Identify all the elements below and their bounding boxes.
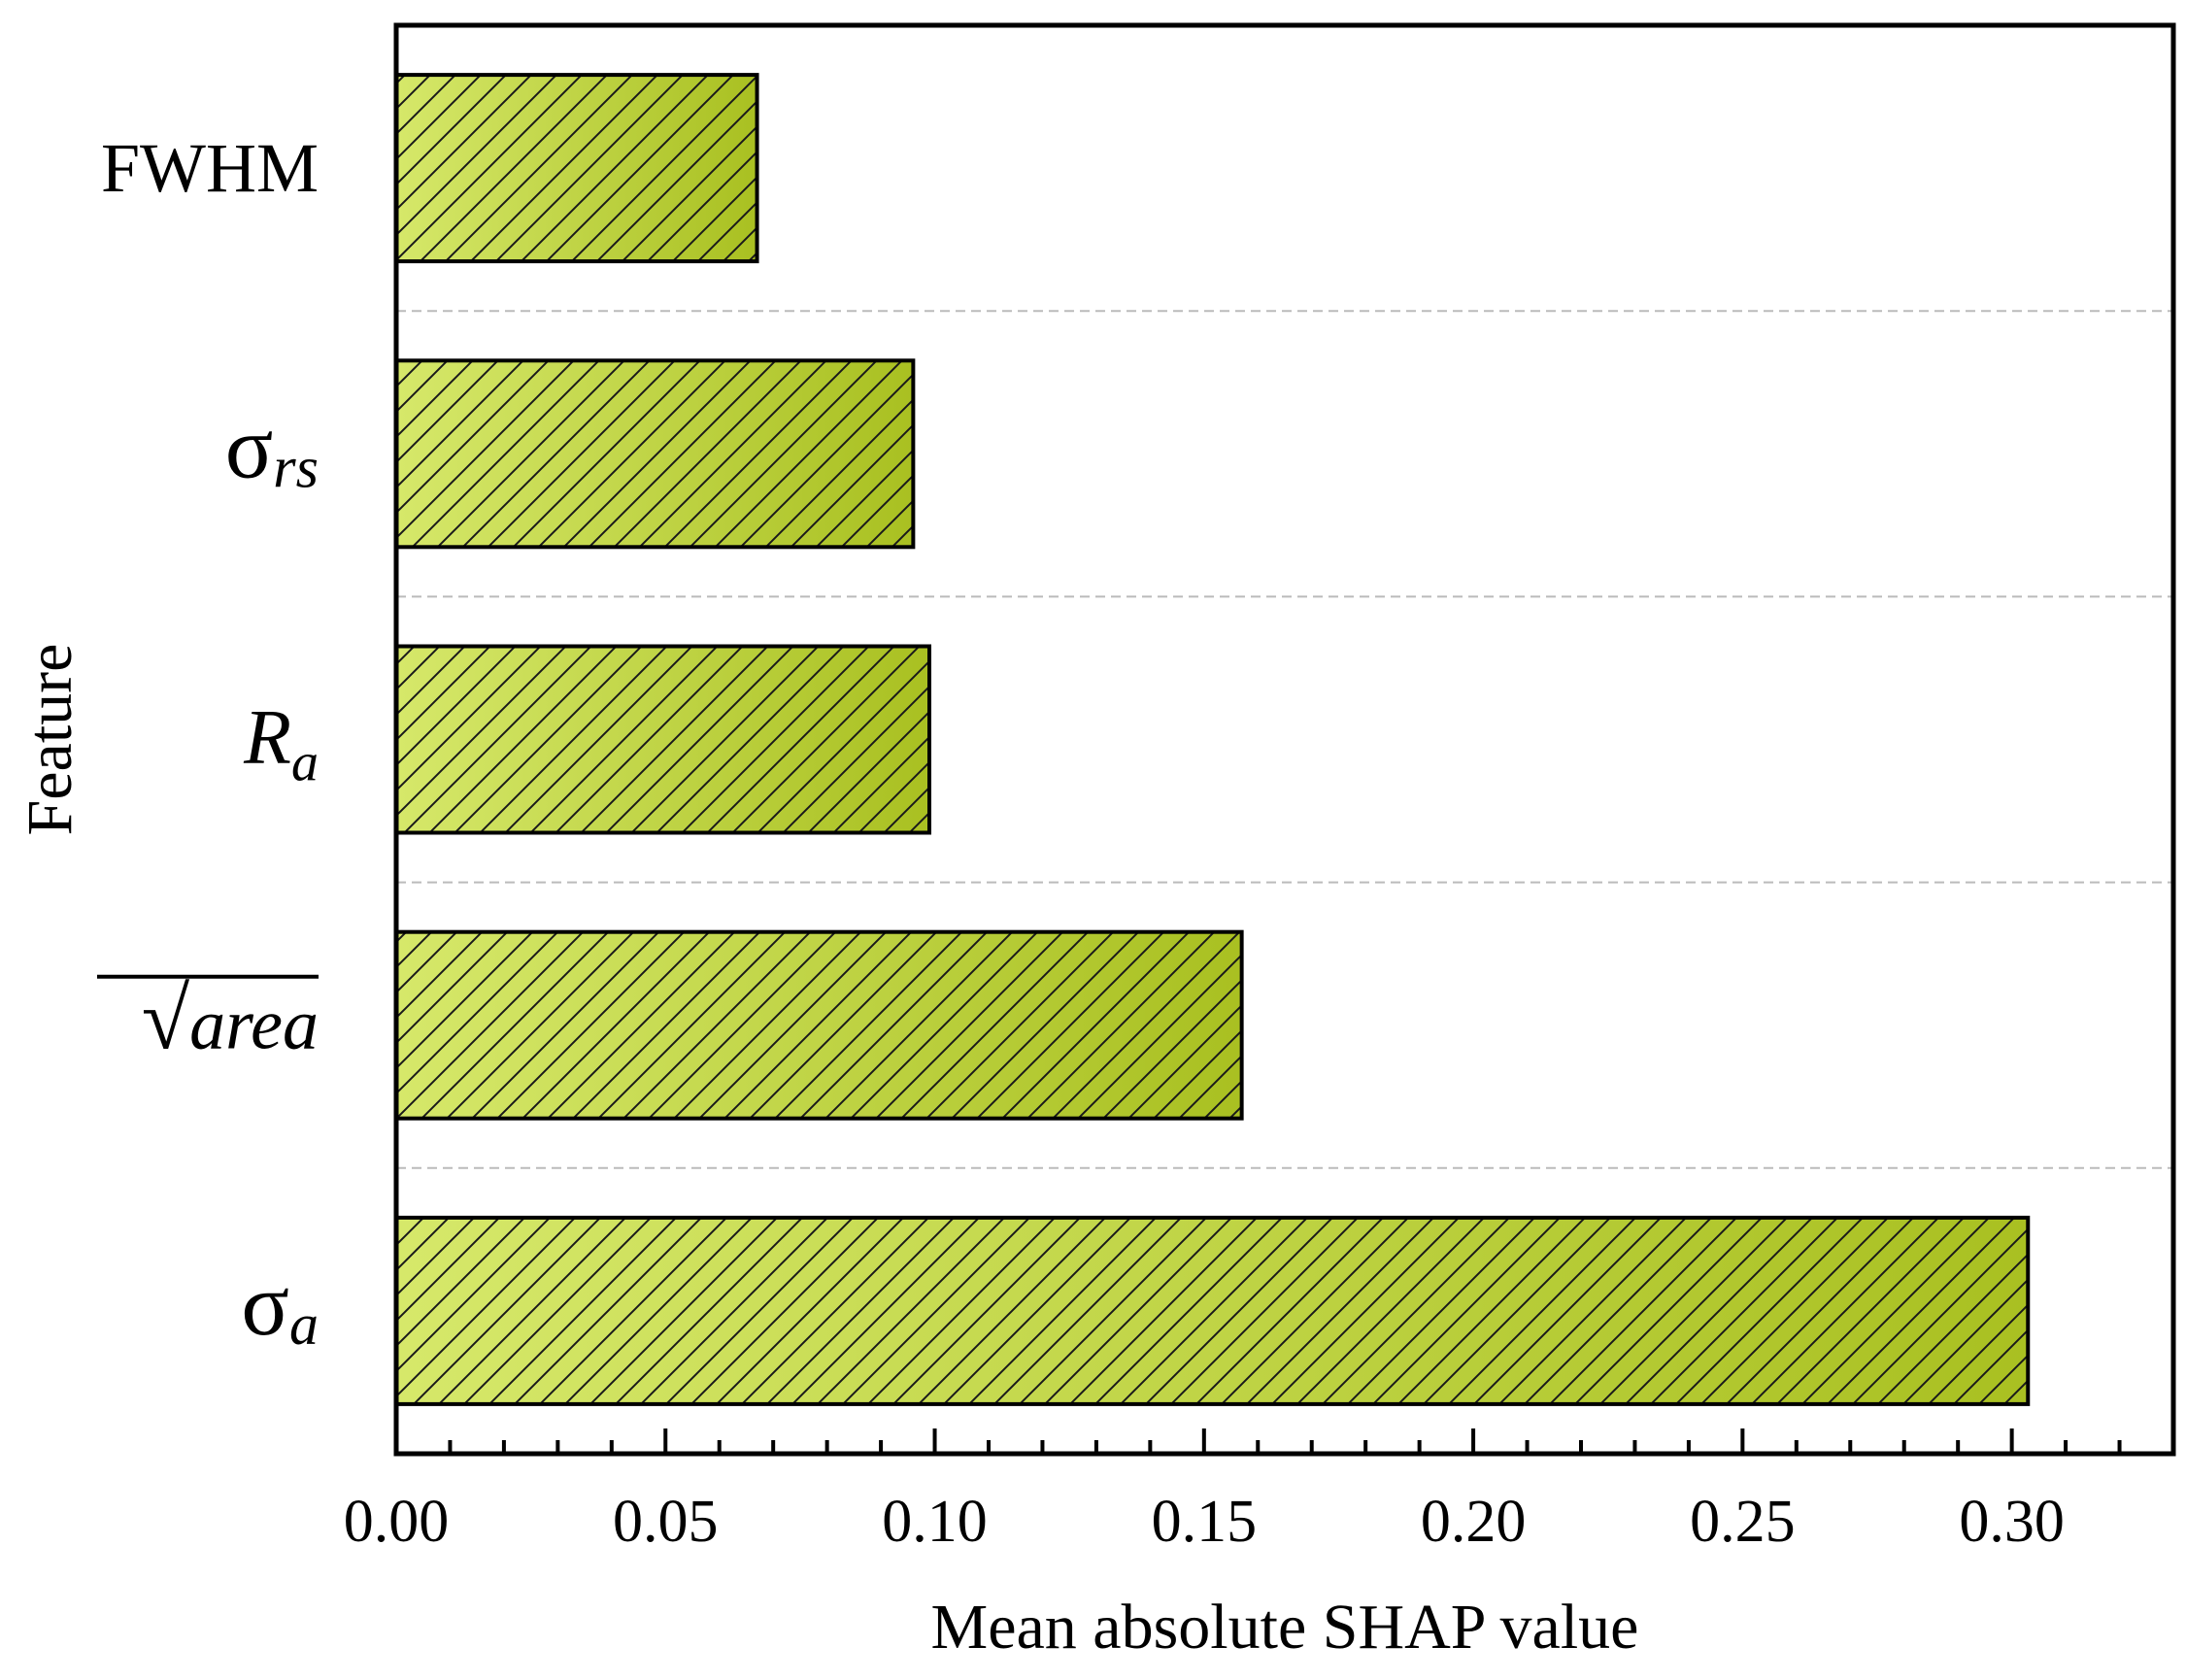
x-tick-label: 0.00 [344,1489,450,1555]
x-axis-ticks: 0.00 0.05 0.10 0.15 0.20 0.25 0.30 [344,1428,2122,1555]
category-label-r_a: Ra [243,695,319,793]
bar-hatch-sigma_rs [396,360,914,548]
category-label-fwhm: FWHM [101,129,319,207]
category-labels: FWHM σrs Ra √area σa [97,129,319,1357]
bar-hatch-r_a [396,646,929,833]
category-label-sigma_a: σa [241,1255,319,1357]
bar-sigma_a [394,1215,2031,1406]
x-tick-label: 0.30 [1959,1489,2065,1555]
plot-frame [393,22,2176,1457]
category-separators [396,310,2173,1169]
x-tick-label: 0.05 [613,1489,719,1555]
bar-hatch-fwhm [396,75,757,262]
bar-hatch-sqrt_area [396,931,1242,1119]
bar-hatch-sigma_a [396,1217,2029,1404]
x-tick-label: 0.20 [1421,1489,1527,1555]
x-tick-label: 0.15 [1152,1489,1258,1555]
bar-r_a [394,644,931,835]
x-tick-label: 0.25 [1690,1489,1796,1555]
x-tick-label: 0.10 [882,1489,988,1555]
category-label-sqrt_area: √area [142,972,319,1068]
x-axis-title: Mean absolute SHAP value [931,1592,1639,1663]
y-axis-title: Feature [15,644,85,836]
bar-sqrt_area [394,929,1244,1121]
bar-fwhm [394,73,759,264]
category-label-sigma_rs: σrs [225,397,319,499]
bars-group [394,73,2031,1406]
bar-sigma_rs [394,358,916,550]
